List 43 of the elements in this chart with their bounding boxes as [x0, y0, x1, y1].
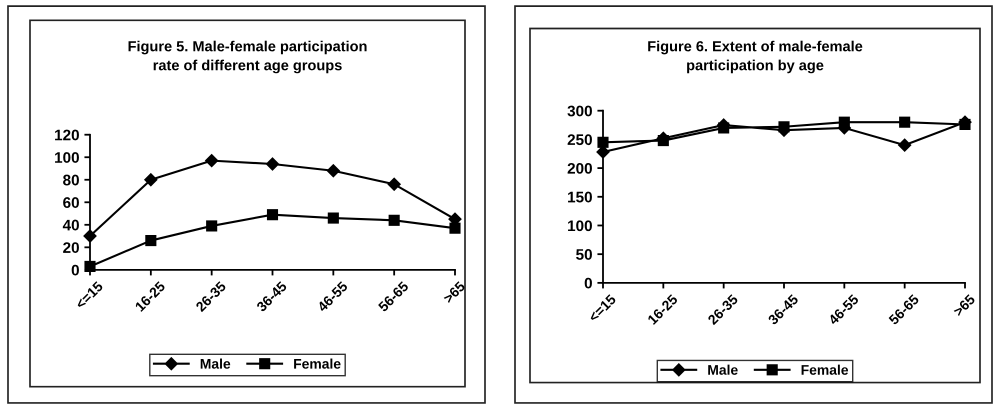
point	[83, 229, 97, 243]
y-tick-label: 0	[72, 264, 79, 276]
point	[145, 235, 156, 246]
point	[597, 136, 609, 148]
y-tick-label: 0	[584, 278, 592, 289]
chart-title: Figure 6. Extent of male-female participation by age	[648, 40, 862, 74]
point	[266, 157, 280, 171]
point	[266, 209, 278, 220]
x-tick-label: >65	[952, 294, 976, 317]
point	[778, 121, 790, 132]
point	[144, 173, 158, 186]
point	[718, 122, 730, 134]
y-tick-label: 100	[55, 152, 79, 163]
point	[838, 116, 850, 128]
point	[388, 178, 401, 191]
y-tick-label: 60	[63, 197, 79, 208]
legend-label: Female	[802, 364, 848, 375]
point	[899, 116, 910, 128]
legend-label: Male	[708, 364, 738, 375]
y-tick-label: 20	[63, 242, 79, 254]
y-tick-label: 100	[568, 220, 592, 232]
y-tick-label: 120	[55, 130, 79, 140]
point	[658, 134, 669, 146]
point	[959, 118, 971, 130]
point	[449, 222, 461, 234]
chart-title: Figure 5. Male-female participation rate of different age groups	[128, 40, 367, 74]
point	[328, 212, 339, 224]
y-tick-label: 250	[568, 134, 592, 146]
point	[326, 164, 340, 178]
y-tick-label: 300	[567, 106, 592, 116]
legend-label: Female	[294, 358, 341, 369]
y-tick-label: 200	[568, 162, 592, 174]
y-tick-label: 50	[576, 249, 592, 260]
point	[84, 260, 96, 272]
point	[388, 214, 400, 226]
point	[898, 138, 912, 152]
point	[205, 154, 218, 168]
y-tick-label: 80	[63, 174, 79, 186]
y-tick-label: 40	[62, 220, 79, 230]
x-tick-label: >65	[442, 280, 466, 304]
y-tick-label: 150	[568, 192, 592, 202]
point	[206, 220, 218, 232]
legend-label: Male	[200, 358, 230, 369]
